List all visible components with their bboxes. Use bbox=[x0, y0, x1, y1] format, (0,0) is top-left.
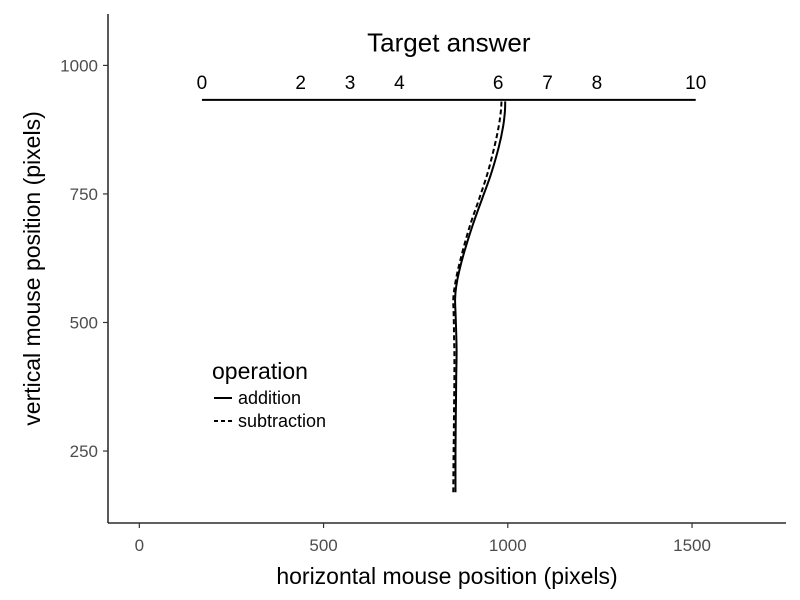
y-axis-title: vertical mouse position (pixels) bbox=[19, 111, 45, 425]
y-tick-label: 1000 bbox=[60, 56, 98, 75]
legend-label-addition: addition bbox=[238, 388, 301, 408]
x-axis-ticks: 0 500 1000 1500 bbox=[135, 523, 711, 555]
number-line-label: 6 bbox=[493, 73, 504, 94]
series-line-subtraction bbox=[452, 101, 503, 493]
number-line-label: 2 bbox=[295, 73, 306, 94]
y-axis-ticks: 250 500 750 1000 bbox=[60, 56, 108, 461]
number-line-label: 10 bbox=[685, 73, 706, 94]
number-line-label: 8 bbox=[592, 73, 603, 94]
y-tick-label: 750 bbox=[70, 185, 98, 204]
legend-title: operation bbox=[212, 358, 308, 384]
number-line-label: 3 bbox=[345, 73, 356, 94]
legend: operation addition subtraction bbox=[212, 358, 326, 431]
number-line-label: 4 bbox=[394, 73, 405, 94]
legend-items: addition subtraction bbox=[214, 388, 326, 431]
target-answer-annotation: Target answer bbox=[367, 27, 531, 57]
x-axis-title: horizontal mouse position (pixels) bbox=[276, 563, 617, 589]
x-tick-label: 500 bbox=[309, 536, 337, 555]
y-tick-label: 500 bbox=[70, 313, 98, 332]
x-tick-label: 0 bbox=[135, 536, 144, 555]
legend-label-subtraction: subtraction bbox=[238, 411, 326, 431]
number-line-label: 0 bbox=[197, 73, 208, 94]
plot-area: 0 2 3 4 6 7 8 10 bbox=[197, 73, 706, 493]
series-line-addition bbox=[454, 101, 507, 493]
number-line-label: 7 bbox=[542, 73, 553, 94]
y-tick-label: 250 bbox=[70, 442, 98, 461]
x-tick-label: 1000 bbox=[489, 536, 527, 555]
x-tick-label: 1500 bbox=[673, 536, 711, 555]
